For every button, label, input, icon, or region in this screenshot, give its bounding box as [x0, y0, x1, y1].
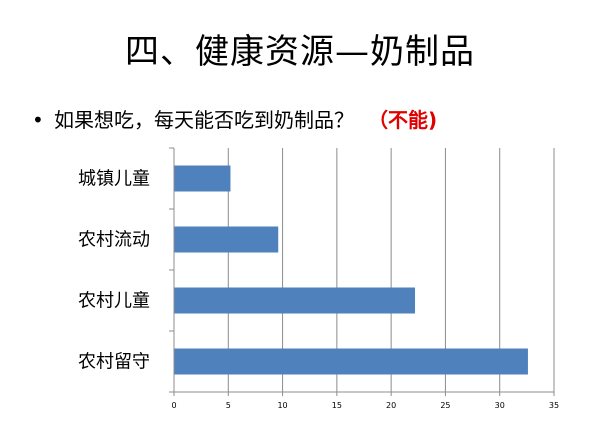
bars: [174, 165, 528, 375]
tick-labels: 0 5 10 15 20 25 30 35: [171, 401, 559, 410]
x-tick-label: 25: [440, 401, 450, 410]
answer-text: （不能): [368, 108, 438, 132]
x-tick-label: 30: [495, 401, 505, 410]
x-tick-label: 20: [386, 401, 396, 410]
category-label: 农村儿童: [78, 291, 150, 312]
bar: [174, 226, 279, 253]
category-label: 城镇儿童: [78, 169, 150, 190]
x-tick-label: 35: [549, 401, 559, 410]
x-tick-label: 15: [332, 401, 342, 410]
x-tick-label: 10: [277, 401, 287, 410]
bullet-icon: •: [32, 108, 44, 132]
axes: [169, 147, 555, 396]
x-tick-label: 5: [226, 401, 231, 410]
bar: [174, 348, 528, 375]
bullet-question: • 如果想吃，每天能否吃到奶制品？ （不能): [32, 104, 437, 133]
bar: [174, 287, 416, 314]
x-tick-label: 0: [171, 401, 176, 410]
bar: [174, 165, 231, 192]
slide-title: 四、健康资源—奶制品: [125, 32, 475, 72]
question-text: 如果想吃，每天能否吃到奶制品？: [54, 108, 354, 132]
category-label: 农村流动: [78, 230, 150, 251]
category-label: 农村留守: [78, 352, 150, 373]
